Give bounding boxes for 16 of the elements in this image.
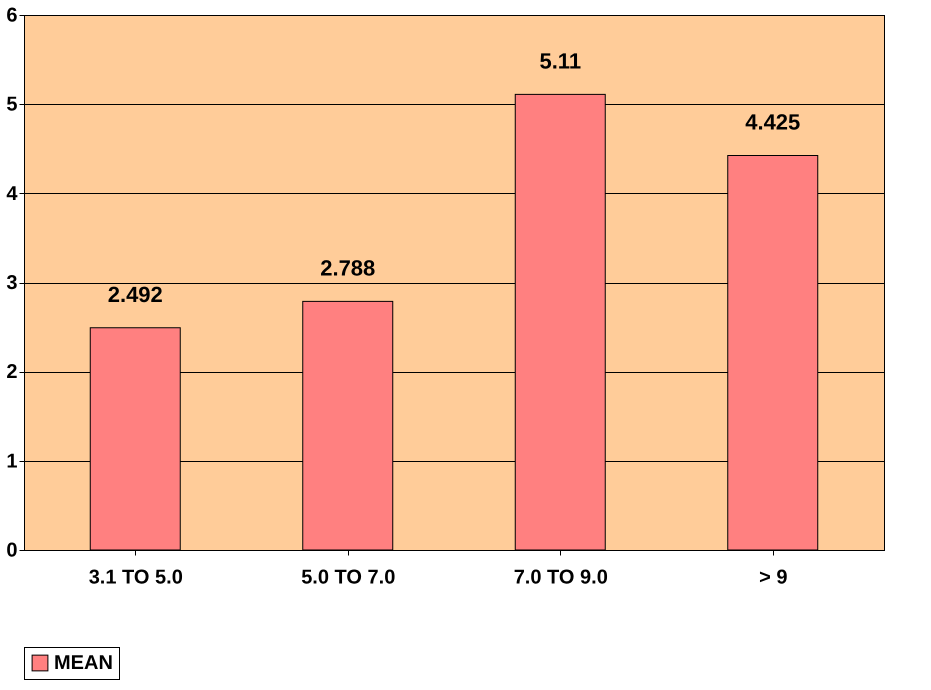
y-tick-label: 2 xyxy=(6,361,18,384)
data-label: 4.425 xyxy=(745,109,800,134)
y-tick-label: 0 xyxy=(6,540,18,562)
x-tick-label: 3.1 TO 5.0 xyxy=(88,566,183,588)
data-label: 2.788 xyxy=(320,255,376,280)
y-tick-label: 5 xyxy=(6,94,18,116)
y-tick-label: 1 xyxy=(6,450,18,472)
data-label: 5.11 xyxy=(539,48,582,74)
x-tick-label: > 9 xyxy=(759,566,788,588)
x-tick-label: 5.0 TO 7.0 xyxy=(301,566,396,588)
legend-label: MEAN xyxy=(54,652,113,674)
x-tick-label: 7.0 TO 9.0 xyxy=(514,566,608,588)
data-label: 2.492 xyxy=(108,282,163,307)
y-tick-label: 3 xyxy=(6,272,18,294)
y-tick-label: 4 xyxy=(6,182,18,205)
y-tick-label: 6 xyxy=(6,4,18,26)
